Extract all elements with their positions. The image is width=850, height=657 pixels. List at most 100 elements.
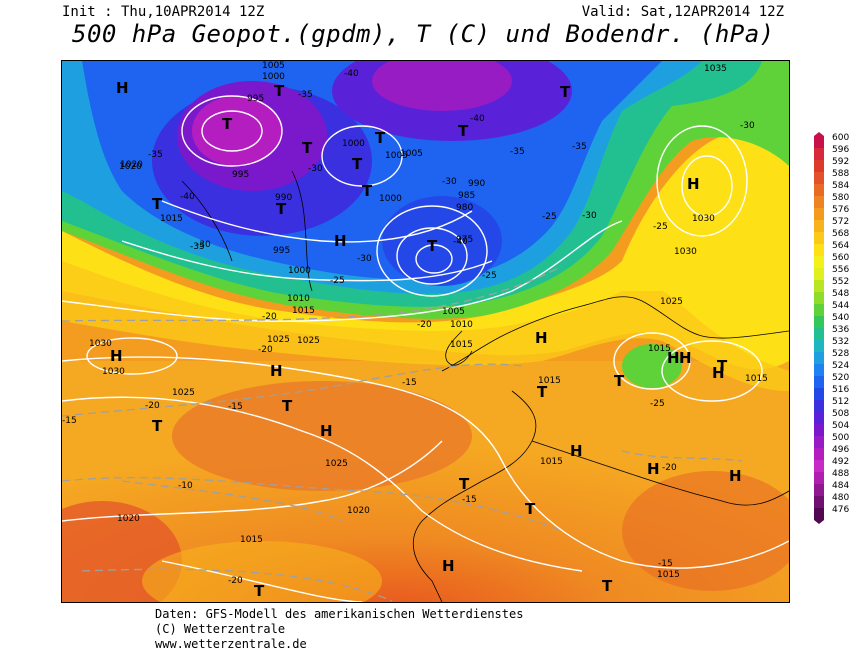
scale-swatch: [814, 196, 824, 208]
high-pressure-markers: H H H H H H H H H H H H H H: [110, 79, 742, 575]
scale-swatch: [814, 400, 824, 412]
temperature-label: -20: [662, 463, 677, 473]
weather-map[interactable]: H H H H H H H H H H H H H H T T T T T T …: [61, 60, 790, 603]
scale-swatch: [814, 472, 824, 484]
low-marker: T: [276, 200, 287, 218]
scale-arrow-top: [814, 132, 824, 136]
temperature-label: -30: [357, 254, 372, 264]
temperature-label: -30: [442, 177, 457, 187]
website-link[interactable]: www.wetterzentrale.de: [155, 637, 307, 651]
scale-label: 492: [832, 457, 850, 467]
temperature-label: -35: [572, 142, 587, 152]
temperature-label: -35: [298, 90, 313, 100]
pressure-label: 1015: [745, 374, 768, 384]
low-marker: T: [602, 577, 613, 595]
pressure-label: 985: [458, 191, 475, 201]
scale-swatch: [814, 136, 824, 148]
pressure-label: 1030: [102, 367, 125, 377]
pressure-label: 1020: [120, 160, 143, 170]
scale-label: 508: [832, 409, 850, 419]
scale-swatch: [814, 352, 824, 364]
temperature-label: -20: [417, 320, 432, 330]
scale-label: 572: [832, 217, 850, 227]
pressure-label: 1010: [450, 320, 473, 330]
scale-label: 548: [832, 289, 850, 299]
map-canvas: H H H H H H H H H H H H H H T T T T T T …: [62, 61, 789, 602]
scale-swatch: [814, 304, 824, 316]
copyright: (C) Wetterzentrale: [155, 622, 286, 636]
scale-swatch: [814, 508, 824, 520]
valid-time: Valid: Sat,12APR2014 12Z: [581, 4, 784, 20]
low-marker: T: [152, 417, 163, 435]
pressure-label: 1005: [262, 61, 285, 71]
low-marker: T: [152, 195, 163, 213]
low-marker: T: [717, 357, 728, 375]
low-marker: T: [362, 182, 373, 200]
temperature-label: -20: [258, 345, 273, 355]
scale-label: 584: [832, 181, 850, 191]
scale-swatch: [814, 412, 824, 424]
high-marker: H: [679, 349, 692, 367]
high-marker: H: [535, 329, 548, 347]
color-scale: [814, 132, 824, 524]
pressure-label: 975: [456, 235, 473, 245]
map-title: 500 hPa Geopot.(gpdm), T (C) und Bodendr…: [72, 20, 775, 48]
scale-arrow-bottom: [814, 520, 824, 524]
pressure-label: 1015: [648, 344, 671, 354]
pressure-label: 995: [273, 246, 290, 256]
scale-label: 564: [832, 241, 850, 251]
temperature-label: -40: [344, 69, 359, 79]
high-marker: H: [570, 442, 583, 460]
scale-label: 496: [832, 445, 850, 455]
pressure-label: 1015: [160, 214, 183, 224]
high-marker: H: [270, 362, 283, 380]
pressure-label: 1020: [117, 514, 140, 524]
scale-swatch: [814, 268, 824, 280]
coastline-british-isles: [445, 330, 473, 366]
pressure-label: 1025: [325, 459, 348, 469]
scale-swatch: [814, 388, 824, 400]
pressure-label: 1025: [172, 388, 195, 398]
scale-swatch: [814, 376, 824, 388]
low-marker: T: [352, 155, 363, 173]
data-source-credit: Daten: GFS-Modell des amerikanischen Wet…: [155, 607, 524, 621]
pressure-label: 1015: [657, 570, 680, 580]
low-marker: T: [614, 372, 625, 390]
temperature-label: -15: [462, 495, 477, 505]
temperature-label: -30: [582, 211, 597, 221]
scale-swatch: [814, 448, 824, 460]
temperature-label: -25: [542, 212, 557, 222]
temperature-label: -40: [180, 192, 195, 202]
high-marker: H: [334, 232, 347, 250]
temperature-label: -25: [482, 271, 497, 281]
pressure-label: 1000: [342, 139, 365, 149]
coastline-north-europe: [441, 296, 789, 372]
scale-label: 552: [832, 277, 850, 287]
scale-swatch: [814, 220, 824, 232]
coastline-iberia: [413, 390, 537, 602]
scale-swatch: [814, 256, 824, 268]
scale-label: 556: [832, 265, 850, 275]
pressure-label: 995: [247, 94, 264, 104]
pressure-label: 1020: [347, 506, 370, 516]
footer: Daten: GFS-Modell des amerikanischen Wet…: [155, 607, 523, 652]
scale-label: 500: [832, 433, 850, 443]
scale-label: 532: [832, 337, 850, 347]
high-marker: H: [647, 460, 660, 478]
scale-swatch: [814, 280, 824, 292]
high-marker: H: [116, 79, 129, 97]
pressure-label: 1005: [400, 149, 423, 159]
low-marker: T: [222, 115, 233, 133]
low-marker: T: [459, 475, 470, 493]
pressure-label: 1005: [385, 151, 408, 161]
pressure-label: 1015: [240, 535, 263, 545]
pressure-label: 1005: [442, 307, 465, 317]
scale-swatch: [814, 184, 824, 196]
scale-label: 528: [832, 349, 850, 359]
high-marker: H: [729, 467, 742, 485]
scale-label: 560: [832, 253, 850, 263]
scale-label: 596: [832, 145, 850, 155]
scale-swatch: [814, 436, 824, 448]
pressure-label: 1025: [267, 335, 290, 345]
low-norway: [382, 196, 502, 286]
